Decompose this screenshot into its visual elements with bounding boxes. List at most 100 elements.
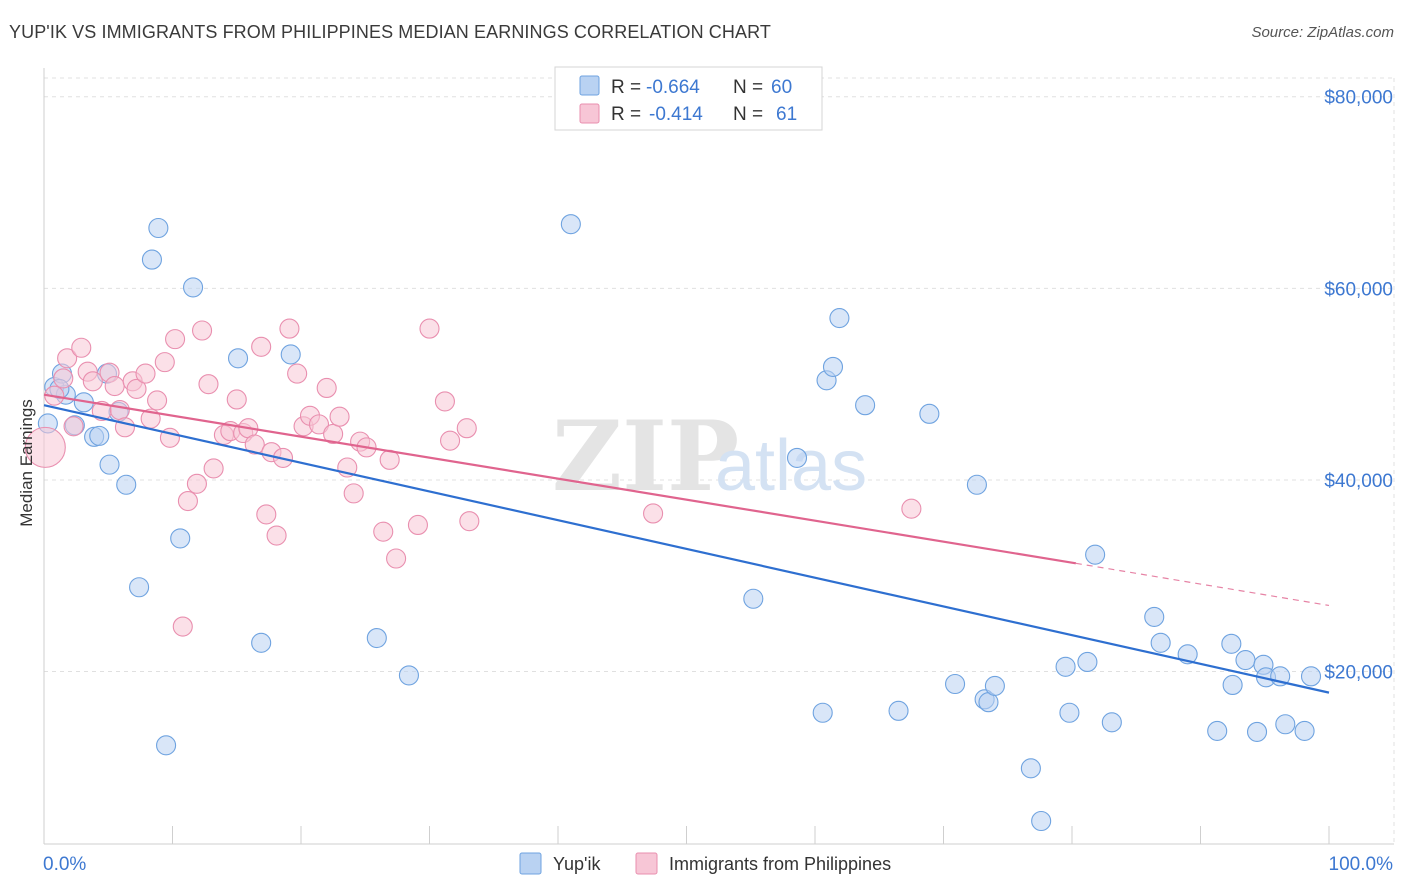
data-point — [323, 423, 344, 445]
data-point — [1101, 712, 1122, 733]
data-point — [419, 318, 440, 339]
data-point — [812, 702, 833, 723]
data-point — [560, 214, 581, 235]
data-point — [407, 514, 428, 536]
data-point — [226, 389, 247, 410]
data-point — [170, 528, 191, 549]
stats-legend: R = -0.664 N = 60 R = -0.414 N = 61 — [554, 66, 823, 131]
legend-n-label-1: N = — [733, 77, 763, 98]
data-point — [829, 307, 850, 329]
data-point — [147, 390, 168, 411]
bottom-legend-swatch-philippines — [635, 852, 658, 875]
data-point — [287, 363, 308, 384]
data-point — [1144, 606, 1165, 627]
data-point — [57, 348, 78, 369]
legend-r-value-1: -0.664 — [646, 77, 700, 98]
bottom-legend-label-philippines: Immigrants from Philippines — [669, 854, 891, 874]
data-point — [1235, 650, 1256, 671]
data-point — [129, 577, 150, 598]
data-point — [280, 344, 301, 365]
trend-line-0 — [43, 404, 1330, 694]
data-point — [165, 329, 186, 350]
data-point — [1059, 702, 1080, 723]
bottom-legend-label-yupik: Yup'ik — [553, 854, 601, 874]
y-axis-title: Median Earnings — [17, 399, 36, 527]
data-point — [141, 249, 162, 270]
data-point — [1221, 633, 1242, 654]
data-point — [373, 521, 394, 542]
data-point — [89, 425, 110, 446]
data-point — [1300, 666, 1322, 687]
data-point — [251, 336, 272, 357]
data-point — [945, 673, 966, 695]
data-point — [71, 337, 92, 358]
data-point — [822, 356, 844, 377]
data-point — [172, 616, 193, 637]
data-points — [24, 214, 1322, 832]
data-point — [459, 511, 480, 532]
data-point — [135, 363, 156, 384]
data-point — [786, 447, 808, 468]
data-point — [156, 735, 177, 756]
data-point — [82, 371, 103, 392]
series-points-0 — [37, 214, 1322, 832]
data-point — [203, 458, 224, 479]
data-point — [1031, 810, 1052, 832]
x-tick-label-max: 100.0% — [1329, 854, 1394, 875]
data-point — [126, 378, 147, 399]
data-point — [24, 426, 66, 468]
data-point — [1294, 720, 1315, 742]
data-point — [643, 503, 664, 524]
y-tick-label: $20,000 — [1324, 663, 1393, 684]
data-point — [1150, 632, 1171, 653]
x-tick-label-min: 0.0% — [43, 854, 86, 875]
source-credit: Source: ZipAtlas.com — [1251, 24, 1394, 41]
data-point — [154, 352, 175, 373]
trend-line-1 — [43, 393, 1077, 565]
data-point — [244, 434, 265, 455]
trend-lines — [43, 393, 1330, 694]
data-point — [251, 632, 272, 653]
legend-r-value-2: -0.414 — [649, 104, 703, 125]
data-point — [116, 474, 137, 495]
data-point — [366, 627, 387, 649]
data-point — [183, 277, 204, 298]
data-point — [1207, 720, 1228, 742]
y-tick-label: $80,000 — [1324, 88, 1393, 109]
data-point — [316, 377, 337, 399]
legend-swatch-yupik — [579, 75, 600, 96]
data-point — [99, 454, 120, 475]
series-legend: Yup'ik Immigrants from Philippines — [519, 852, 891, 875]
y-tick-labels: $20,000 $40,000 $60,000 $80,000 — [1324, 88, 1393, 684]
data-point — [279, 318, 300, 339]
data-point — [386, 548, 407, 569]
data-point — [198, 374, 219, 395]
data-point — [855, 395, 876, 416]
x-tick-labels: 0.0% 100.0% — [43, 854, 1393, 875]
data-point — [1077, 651, 1098, 673]
data-point — [104, 376, 125, 397]
data-point — [227, 348, 249, 369]
trend-line-extension-1 — [1075, 562, 1330, 607]
y-tick-label: $60,000 — [1324, 279, 1393, 300]
data-point — [308, 414, 330, 435]
data-point — [192, 320, 213, 341]
data-point — [63, 416, 84, 437]
data-point — [398, 665, 419, 686]
data-point — [1085, 544, 1106, 565]
data-point — [984, 675, 1005, 696]
data-point — [186, 473, 207, 494]
data-point — [434, 391, 455, 412]
data-point — [966, 474, 987, 495]
data-point — [1020, 758, 1041, 779]
data-point — [888, 700, 909, 721]
data-point — [919, 403, 940, 424]
data-point — [109, 399, 130, 421]
legend-n-value-1: 60 — [771, 77, 792, 98]
legend-swatch-philippines — [579, 103, 600, 124]
data-point — [1055, 656, 1076, 677]
data-point — [266, 525, 287, 546]
bottom-legend-swatch-yupik — [519, 852, 542, 875]
legend-n-label-2: N = — [733, 104, 763, 125]
